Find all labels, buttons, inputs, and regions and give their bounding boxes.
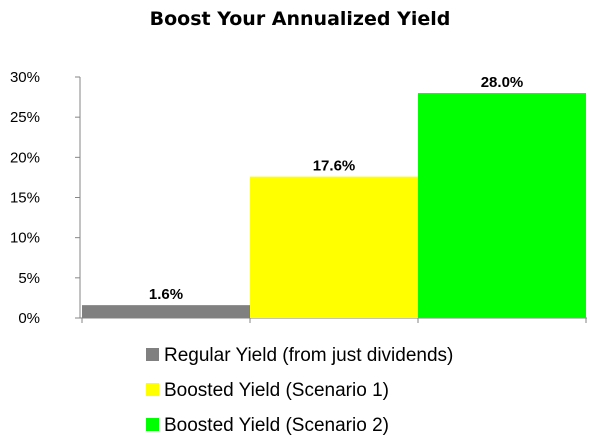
bar bbox=[250, 176, 418, 318]
legend-swatch bbox=[146, 418, 159, 431]
bar bbox=[82, 305, 250, 318]
legend: Regular Yield (from just dividends) Boost… bbox=[146, 345, 453, 436]
y-tick-label: 30% bbox=[10, 69, 40, 86]
y-tick-label: 10% bbox=[10, 230, 40, 247]
legend-swatch bbox=[146, 348, 159, 361]
y-tick-label: 0% bbox=[18, 310, 40, 327]
legend-label: Regular Yield (from just dividends) bbox=[164, 345, 453, 366]
legend-label: Boosted Yield (Scenario 2) bbox=[164, 415, 389, 436]
chart-title: Boost Your Annualized Yield bbox=[150, 8, 451, 30]
y-tick-label: 5% bbox=[18, 270, 40, 287]
bar bbox=[418, 93, 586, 318]
bars bbox=[82, 93, 586, 318]
data-labels: 1.6% 17.6% 28.0% bbox=[149, 74, 523, 303]
bar-value-label: 17.6% bbox=[313, 158, 356, 175]
bar-value-label: 28.0% bbox=[481, 74, 524, 91]
y-tick-label: 15% bbox=[10, 190, 40, 207]
y-tick-label: 25% bbox=[10, 109, 40, 126]
legend-label: Boosted Yield (Scenario 1) bbox=[164, 380, 389, 401]
y-tick-label: 20% bbox=[10, 149, 40, 166]
bar-value-label: 1.6% bbox=[149, 286, 183, 303]
legend-swatch bbox=[146, 383, 159, 396]
